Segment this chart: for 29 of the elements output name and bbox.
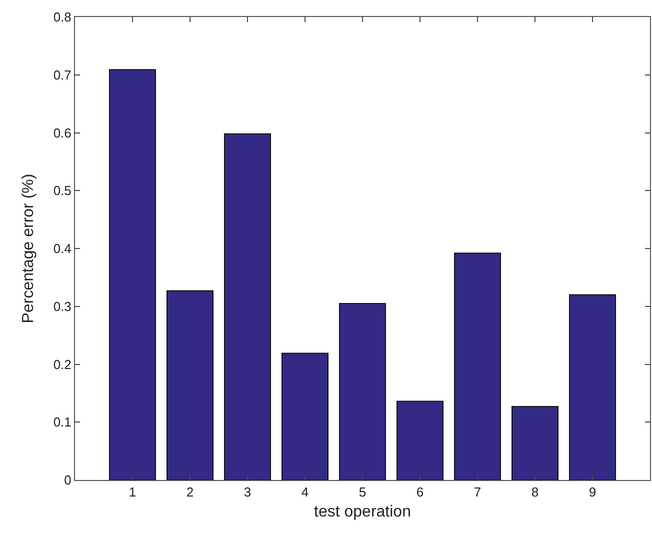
y-axis-title: Percentage error (%) xyxy=(20,174,37,324)
y-tick-label: 0 xyxy=(64,472,72,488)
bar xyxy=(166,290,214,480)
bar xyxy=(339,302,386,480)
y-tick-label: 0.2 xyxy=(53,356,72,372)
x-tick-label: 2 xyxy=(186,484,194,500)
x-axis-title: test operation xyxy=(314,503,411,520)
bar xyxy=(282,352,328,480)
bar xyxy=(109,69,156,480)
y-tick-label: 0.7 xyxy=(53,67,72,82)
y-tick-label: 0.5 xyxy=(53,183,72,198)
x-tick-label: 5 xyxy=(358,484,366,500)
x-tick-label: 4 xyxy=(301,484,309,500)
x-tick-label: 7 xyxy=(474,484,482,500)
y-tick-label: 0.3 xyxy=(53,298,72,314)
bar xyxy=(454,252,501,480)
x-tick-label: 9 xyxy=(588,484,596,500)
bar xyxy=(512,406,558,480)
x-tick-label: 1 xyxy=(128,484,136,500)
bar xyxy=(569,294,616,480)
bar xyxy=(396,400,444,480)
bar xyxy=(224,133,271,480)
x-tick-label: 6 xyxy=(416,484,424,500)
y-tick-label: 0.6 xyxy=(53,125,72,140)
y-tick-label: 0.8 xyxy=(53,10,72,25)
y-tick-label: 0.1 xyxy=(53,414,72,430)
x-tick-label: 3 xyxy=(244,484,252,500)
x-tick-label: 8 xyxy=(531,484,539,500)
y-tick-label: 0.4 xyxy=(53,241,72,256)
